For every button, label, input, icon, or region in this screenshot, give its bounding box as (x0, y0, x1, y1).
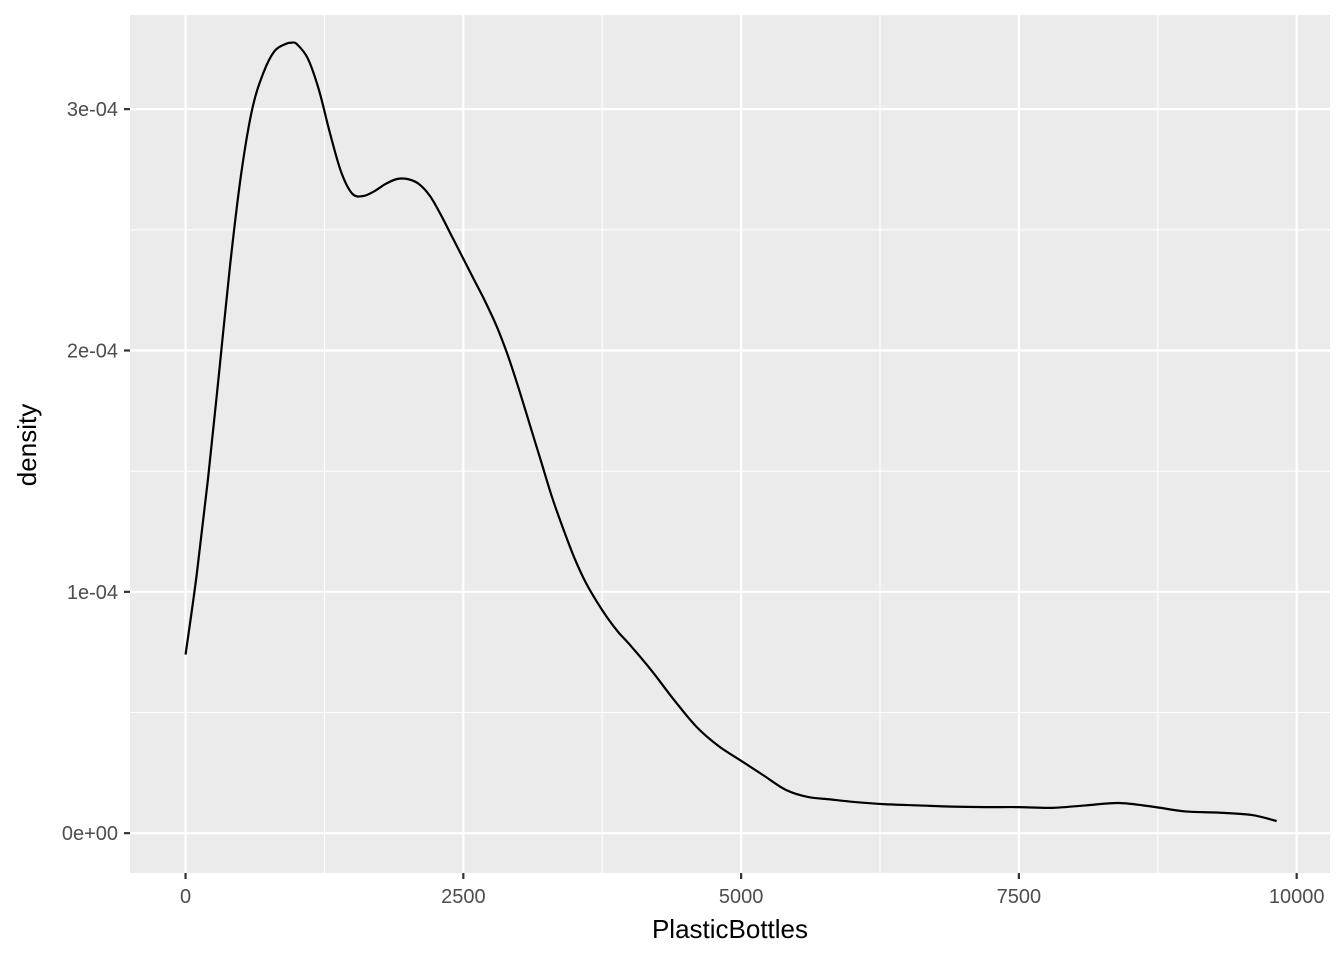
y-tick-label: 1e-04 (67, 582, 118, 604)
major-gridlines (130, 15, 1330, 873)
density-curve (184, 41, 1277, 823)
x-tick-label: 5000 (719, 886, 764, 908)
y-axis: 0e+00 1e-04 2e-04 3e-04 (62, 99, 130, 845)
minor-gridlines (130, 15, 1330, 873)
plot-panel (130, 15, 1330, 873)
y-tick-label: 2e-04 (67, 340, 118, 362)
y-axis-title: density (12, 404, 42, 486)
x-tick-label: 7500 (997, 886, 1042, 908)
x-tick-label: 2500 (441, 886, 486, 908)
x-tick-label: 0 (180, 886, 191, 908)
x-axis-title: PlasticBottles (652, 914, 808, 944)
x-tick-label: 10000 (1269, 886, 1325, 908)
x-axis: 0 2500 5000 7500 10000 (180, 873, 1324, 908)
y-tick-label: 0e+00 (62, 823, 118, 845)
y-tick-label: 3e-04 (67, 99, 118, 121)
